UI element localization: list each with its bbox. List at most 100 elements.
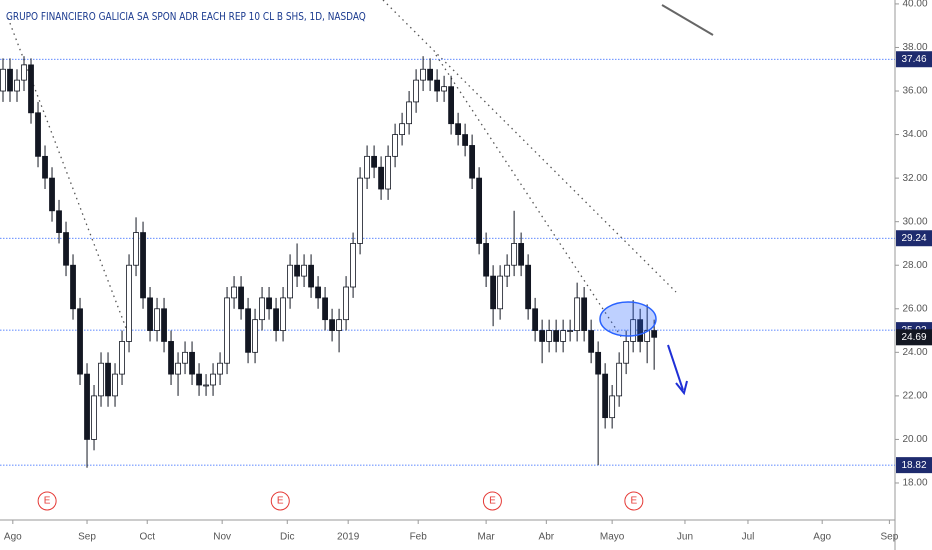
candle-body: [567, 330, 574, 332]
chart-title: GRUPO FINANCIERO GALICIA SA SPON ADR EAC…: [6, 12, 366, 24]
x-tick-label: Nov: [213, 532, 231, 543]
drawings: [7, 0, 714, 339]
candle-body: [315, 286, 321, 299]
last-price-label: 24.69: [901, 332, 926, 343]
x-tick-label: Mayo: [600, 532, 625, 543]
candle-body: [28, 64, 34, 114]
candle-body: [105, 362, 111, 397]
candle-body: [196, 373, 202, 386]
candle-body: [77, 308, 83, 375]
candle-body: [70, 264, 76, 310]
x-tick-label: Ago: [813, 532, 831, 543]
level-price-tag: [896, 457, 932, 474]
candle-body: [21, 64, 27, 81]
candle-body: [616, 362, 623, 397]
event-marker: [270, 491, 290, 511]
candle-body: [287, 264, 293, 299]
x-tick-label: Dic: [280, 532, 294, 543]
candle-body: [420, 68, 426, 81]
candle-body: [203, 384, 209, 387]
candle-body: [42, 155, 48, 179]
candle-body: [609, 395, 616, 419]
y-tick-label: 34.00: [902, 129, 927, 140]
candle-body: [273, 308, 279, 331]
candle-body: [623, 341, 630, 364]
level-price-tag: [896, 230, 932, 247]
candle-body: [385, 155, 391, 190]
title-group: GRUPO FINANCIERO GALICIA SA SPON ADR EAC…: [6, 12, 366, 24]
candle-body: [308, 264, 314, 288]
x-tick-label: Feb: [410, 532, 428, 543]
candle-body: [147, 297, 153, 331]
y-tick-label: 20.00: [902, 434, 927, 445]
candle-body: [483, 243, 490, 277]
candle-body: [539, 330, 546, 342]
candle-body: [441, 86, 448, 92]
candle-body: [637, 319, 644, 342]
event-marker: [37, 491, 57, 511]
candle-body: [252, 319, 258, 353]
candle-body: [231, 286, 237, 299]
candle-body: [630, 319, 637, 342]
trend-line: [7, 17, 127, 329]
candle-body: [63, 232, 69, 266]
y-tick-label: 36.00: [902, 86, 927, 97]
candle-body: [182, 351, 188, 364]
candle-body: [210, 373, 216, 386]
candle-body: [525, 264, 532, 310]
candle-body: [343, 286, 349, 321]
candle-body: [406, 101, 412, 125]
candle-body: [154, 308, 160, 331]
candle-body: [224, 297, 230, 364]
candle-body: [119, 341, 125, 375]
candle-body: [35, 112, 41, 157]
candle-body: [56, 210, 62, 233]
candle-body: [469, 145, 476, 179]
x-tick-label: Mar: [477, 532, 495, 543]
candle-body: [588, 330, 595, 353]
level-price-label: 29.24: [901, 233, 926, 244]
x-tick-label: Sep: [78, 532, 96, 543]
candle-body: [140, 232, 146, 299]
candle-body: [133, 232, 139, 266]
level-price-label: 37.46: [901, 54, 926, 65]
candle-body: [462, 134, 469, 146]
candle-body: [112, 373, 118, 397]
candle-body: [217, 362, 223, 375]
candle-body: [322, 297, 328, 321]
event-label: E: [44, 496, 51, 507]
candle-body: [392, 134, 398, 157]
candle-body: [595, 351, 602, 375]
candle-body: [0, 68, 6, 92]
candle-body: [399, 123, 405, 135]
y-tick-label: 32.00: [902, 173, 927, 184]
y-tick-label: 24.00: [902, 347, 927, 358]
candle-body: [532, 308, 539, 331]
x-tick-label: Jul: [742, 532, 755, 543]
y-tick-label: 38.00: [902, 42, 927, 53]
x-tick-label: 2019: [337, 532, 360, 543]
candle-body: [511, 243, 518, 266]
candle-body: [560, 330, 567, 342]
candle-body: [126, 264, 132, 342]
candle-body: [7, 68, 13, 92]
candle-body: [518, 243, 525, 266]
candle-body: [336, 319, 342, 331]
candle-body: [91, 395, 97, 440]
candle-body: [329, 319, 335, 331]
candle-body: [280, 297, 286, 331]
candle-body: [294, 264, 300, 277]
candle-body: [350, 243, 356, 288]
overlay: [599, 301, 688, 396]
y-tick-label: 26.00: [902, 303, 927, 314]
candle-body: [168, 341, 174, 375]
event-label: E: [631, 496, 638, 507]
candle-body: [364, 155, 370, 179]
y-tick-label: 30.00: [902, 216, 927, 227]
highlight-ellipse: [599, 301, 657, 337]
arrow: [667, 344, 684, 391]
candle-body: [238, 286, 244, 310]
candle-body: [245, 308, 251, 353]
